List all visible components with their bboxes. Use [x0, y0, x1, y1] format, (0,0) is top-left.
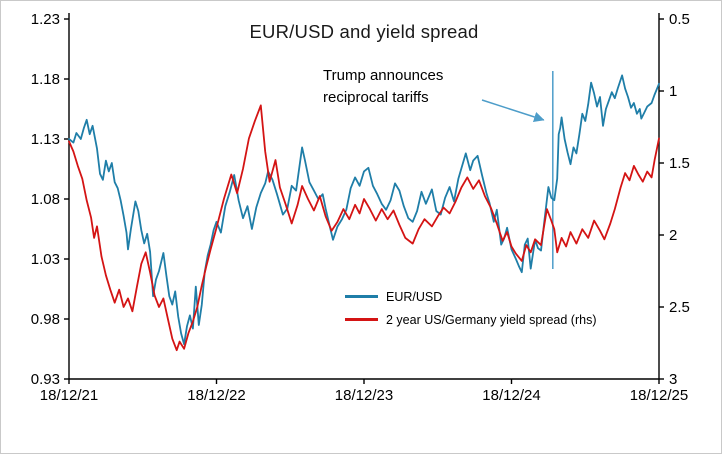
svg-text:1.13: 1.13: [31, 131, 60, 148]
y-axis-left-labels: 1.23 1.18 1.13 1.08 1.03 0.98 0.93: [31, 11, 60, 388]
svg-text:0.98: 0.98: [31, 311, 60, 328]
yield-spread-legend-swatch: [345, 318, 378, 321]
y-axis-right-labels: 0.5 1 1.5 2 2.5 3: [669, 11, 690, 388]
legend: EUR/USD 2 year US/Germany yield spread (…: [345, 285, 597, 331]
eurusd-legend-label: EUR/USD: [386, 289, 443, 304]
eurusd-line: [68, 74, 660, 346]
eurusd-legend-swatch: [345, 295, 378, 298]
yield-spread-line: [68, 104, 660, 352]
svg-text:1: 1: [669, 83, 677, 100]
annotation-arrow: [481, 99, 545, 122]
chart-title: EUR/USD and yield spread: [249, 21, 479, 42]
svg-text:2: 2: [669, 227, 677, 244]
svg-text:1.23: 1.23: [31, 11, 60, 28]
legend-item-yield-spread: 2 year US/Germany yield spread (rhs): [345, 308, 597, 331]
svg-text:1.08: 1.08: [31, 191, 60, 208]
svg-text:1.5: 1.5: [669, 155, 690, 172]
x-axis-labels: 18/12/21 18/12/22 18/12/23 18/12/24 18/12/25: [40, 387, 688, 404]
legend-item-eurusd: EUR/USD: [345, 285, 597, 308]
axes: [64, 13, 664, 384]
svg-text:3: 3: [669, 371, 677, 388]
annotation-text: Trump announces reciprocal tariffs: [323, 65, 443, 109]
annotation-line1: Trump announces: [323, 67, 444, 84]
svg-text:0.93: 0.93: [31, 371, 60, 388]
svg-text:18/12/25: 18/12/25: [630, 387, 688, 404]
svg-text:2.5: 2.5: [669, 299, 690, 316]
yield-spread-legend-label: 2 year US/Germany yield spread (rhs): [386, 312, 597, 327]
svg-text:0.5: 0.5: [669, 11, 690, 28]
svg-text:18/12/22: 18/12/22: [187, 387, 245, 404]
svg-text:1.03: 1.03: [31, 251, 60, 268]
svg-text:18/12/23: 18/12/23: [335, 387, 393, 404]
svg-text:18/12/21: 18/12/21: [40, 387, 98, 404]
svg-text:18/12/24: 18/12/24: [482, 387, 540, 404]
svg-text:1.18: 1.18: [31, 71, 60, 88]
annotation-line2: reciprocal tariffs: [323, 89, 429, 106]
